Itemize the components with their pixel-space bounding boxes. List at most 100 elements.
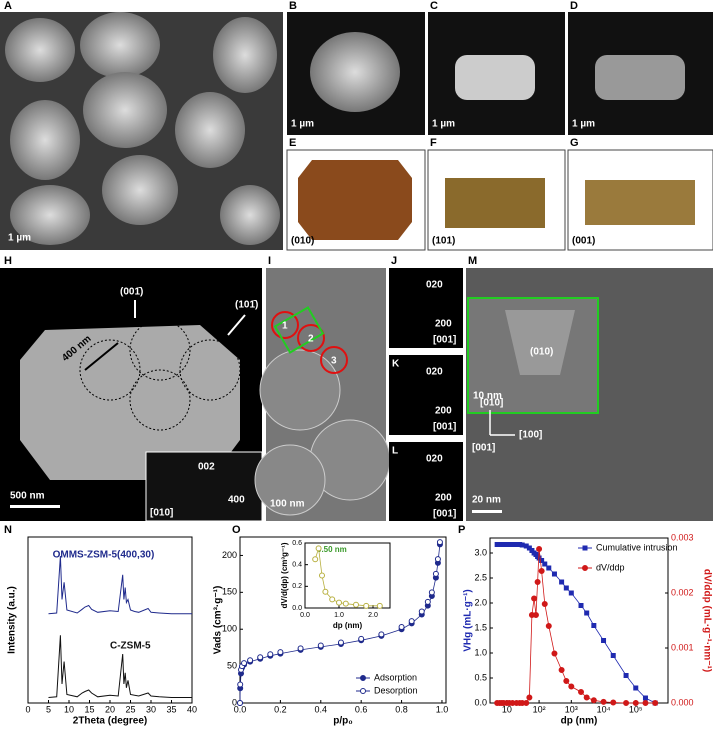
- x-tick-label: 0.0: [300, 612, 310, 619]
- marker: [568, 683, 575, 690]
- marker: [584, 610, 590, 616]
- marker: [428, 589, 435, 596]
- marker: [610, 653, 616, 658]
- x-tick-label: 10⁵: [629, 704, 643, 714]
- y2-tick-label: 0.002: [671, 587, 694, 597]
- series-line: [48, 555, 192, 615]
- y-tick-label: 0.6: [292, 540, 302, 547]
- model: [585, 180, 695, 225]
- x-tick-label: 0.6: [355, 704, 368, 714]
- box: [273, 306, 325, 354]
- x-tick-label: 10³: [565, 704, 578, 714]
- y-tick-label: 0.0: [292, 605, 302, 612]
- scale-label: 1 µm: [432, 119, 455, 130]
- marker: [506, 542, 512, 547]
- marker: [514, 542, 520, 547]
- marker: [257, 654, 264, 661]
- x-axis-label: dp (nm): [561, 716, 598, 727]
- marker: [610, 699, 617, 706]
- marker: [578, 689, 585, 695]
- marker: [247, 657, 254, 664]
- marker: [523, 700, 530, 706]
- y-tick-label: 150: [222, 587, 237, 597]
- x-axis-label: 2Theta (degree): [73, 716, 147, 727]
- marker: [432, 570, 439, 577]
- y-tick-label: 0.5: [474, 672, 487, 682]
- x-tick-label: 0.8: [395, 704, 408, 714]
- spot-label: 020: [426, 454, 443, 465]
- y-axis-label: Vads (cm³·g⁻¹): [213, 586, 224, 655]
- panel-letter: L: [392, 446, 398, 457]
- series-label: OMMS-ZSM-5(400,30): [53, 550, 155, 561]
- y-axis-label: dV/d(dp) (cm³g⁻¹): [280, 542, 289, 608]
- marker: [237, 681, 244, 688]
- marker: [551, 650, 558, 657]
- marker: [322, 588, 329, 595]
- labels: A B C D E F G H I J K L M N O P 1 µm 1 µ…: [4, 0, 595, 536]
- region: [320, 346, 348, 374]
- arrow: [84, 342, 119, 371]
- diffraction: [389, 355, 463, 435]
- y-tick-label: 1.5: [474, 622, 487, 632]
- x-tick-label: 10: [502, 704, 512, 714]
- y-axis-label: VHg (mL·g⁻¹): [463, 589, 474, 652]
- y2-tick-label: 0.003: [671, 532, 694, 542]
- marker: [398, 624, 405, 631]
- sphere: [254, 444, 326, 516]
- marker: [583, 694, 590, 701]
- panel-letter: J: [391, 255, 397, 267]
- marker: [652, 700, 659, 706]
- series-label: C-ZSM-5: [110, 641, 151, 652]
- scale-bar: [472, 510, 502, 513]
- series-line: [314, 548, 380, 607]
- plane-label: (101): [432, 236, 455, 247]
- panel-letter: B: [289, 0, 297, 12]
- marker: [642, 700, 649, 706]
- marker: [632, 700, 639, 706]
- marker: [642, 695, 648, 701]
- crystal: [102, 155, 178, 225]
- plane-label: (010): [291, 236, 314, 247]
- panel-letter: K: [392, 359, 400, 370]
- y-tick-label: 3.0: [474, 547, 487, 557]
- marker: [317, 642, 324, 649]
- legend-marker: [582, 565, 588, 571]
- panel-letter: D: [570, 0, 578, 12]
- legend-marker: [582, 545, 588, 551]
- spot-label: 020: [426, 367, 443, 378]
- panel-letter: C: [430, 0, 438, 12]
- marker: [545, 623, 552, 629]
- y-tick-label: 1.0: [474, 647, 487, 657]
- circle: [129, 369, 191, 431]
- zone-label: [001]: [433, 509, 456, 520]
- arrow: [227, 314, 246, 336]
- spot-label: 020: [426, 280, 443, 291]
- marker: [504, 542, 510, 547]
- crystal: [10, 185, 90, 245]
- marker: [551, 571, 557, 577]
- x-axis-label: dp (nm): [333, 621, 363, 630]
- x-tick-label: 1.0: [436, 704, 449, 714]
- model: [298, 160, 412, 240]
- marker: [363, 602, 370, 609]
- y2-tick-label: 0.001: [671, 642, 694, 652]
- sphere: [259, 349, 341, 431]
- marker: [501, 542, 507, 547]
- pore: [505, 310, 575, 375]
- crystal: [310, 32, 400, 112]
- spot-label: 200: [435, 406, 452, 417]
- marker: [541, 601, 548, 607]
- marker: [532, 612, 539, 618]
- zone-label: [010]: [150, 508, 173, 519]
- annotation: 0.50 nm: [317, 545, 347, 554]
- panel-letter: A: [4, 0, 12, 12]
- marker: [237, 700, 243, 706]
- crystal: [80, 12, 160, 78]
- x-tick-label: 10⁴: [597, 704, 611, 714]
- plot-frame: [304, 542, 391, 609]
- marker: [531, 595, 538, 602]
- circle: [179, 339, 241, 401]
- legend-marker: [360, 688, 366, 694]
- plane-label: (010): [530, 347, 553, 358]
